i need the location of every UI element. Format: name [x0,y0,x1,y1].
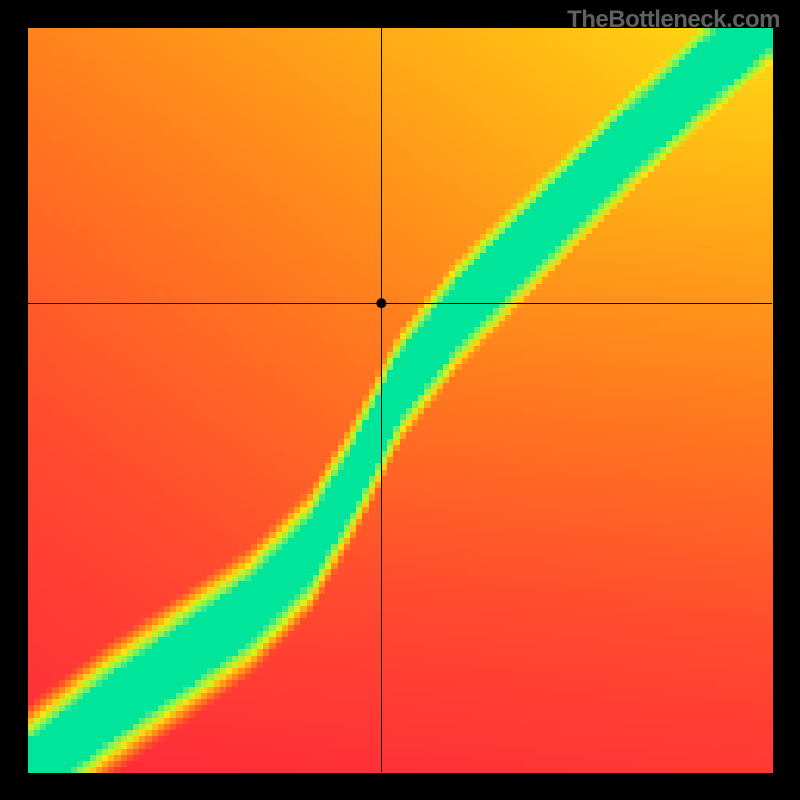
bottleneck-heatmap [0,0,800,800]
chart-container: TheBottleneck.com [0,0,800,800]
watermark-text: TheBottleneck.com [567,6,780,34]
